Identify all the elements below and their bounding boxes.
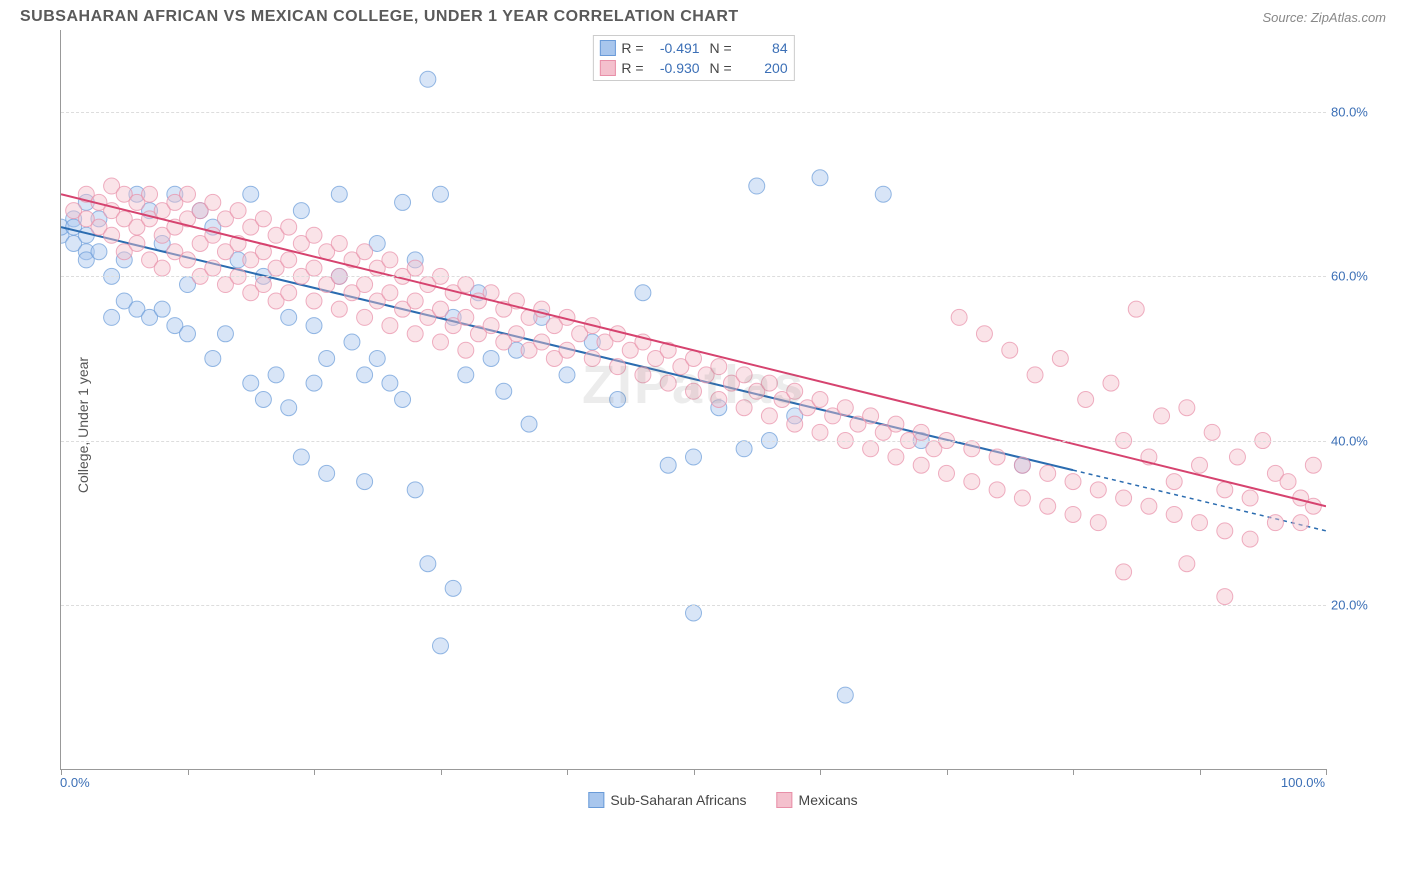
ytick-label: 80.0%	[1331, 105, 1381, 120]
xtick-label: 100.0%	[1281, 775, 1325, 790]
legend-bottom-swatch-0	[588, 792, 604, 808]
n-value-1: 200	[738, 60, 788, 76]
chart-header: SUBSAHARAN AFRICAN VS MEXICAN COLLEGE, U…	[0, 0, 1406, 30]
legend-item-1: Mexicans	[777, 792, 858, 808]
chart-source: Source: ZipAtlas.com	[1262, 10, 1386, 25]
correlation-legend: R = -0.491 N = 84 R = -0.930 N = 200	[592, 35, 794, 81]
legend-swatch-1	[599, 60, 615, 76]
legend-bottom-label-1: Mexicans	[799, 792, 858, 808]
legend-row-series-0: R = -0.491 N = 84	[599, 38, 787, 58]
legend-bottom-swatch-1	[777, 792, 793, 808]
n-value-0: 84	[738, 40, 788, 56]
legend-swatch-0	[599, 40, 615, 56]
r-value-0: -0.491	[650, 40, 700, 56]
chart-title: SUBSAHARAN AFRICAN VS MEXICAN COLLEGE, U…	[20, 8, 739, 26]
xtick-label: 0.0%	[60, 775, 90, 790]
series-legend: Sub-Saharan Africans Mexicans	[588, 792, 857, 808]
chart-container: College, Under 1 year ZIPatlas R = -0.49…	[60, 30, 1386, 820]
ytick-label: 40.0%	[1331, 433, 1381, 448]
legend-bottom-label-0: Sub-Saharan Africans	[610, 792, 746, 808]
ytick-label: 20.0%	[1331, 597, 1381, 612]
chart-svg	[61, 30, 1326, 769]
ytick-label: 60.0%	[1331, 269, 1381, 284]
legend-item-0: Sub-Saharan Africans	[588, 792, 746, 808]
legend-row-series-1: R = -0.930 N = 200	[599, 58, 787, 78]
plot-area: ZIPatlas R = -0.491 N = 84 R = -0.930 N …	[60, 30, 1326, 770]
r-value-1: -0.930	[650, 60, 700, 76]
